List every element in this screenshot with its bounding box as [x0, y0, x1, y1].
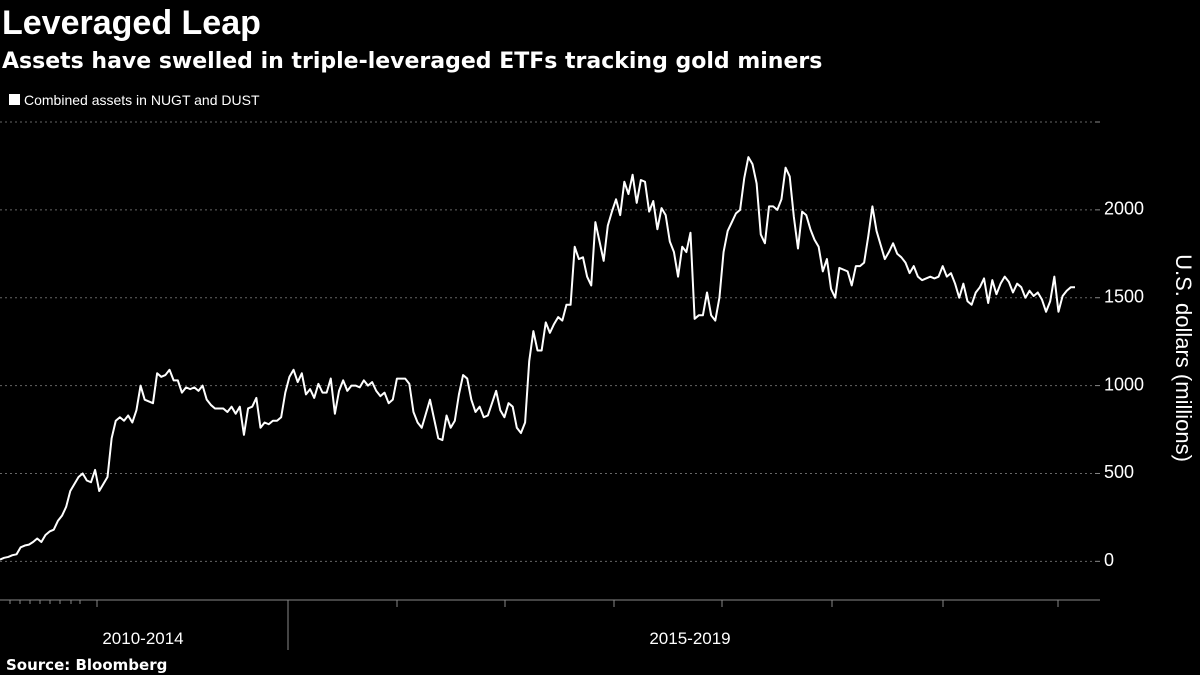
data-line	[0, 156, 1075, 561]
x-group-label: 2010-2014	[102, 629, 183, 648]
chart-title: Leveraged Leap	[2, 4, 261, 42]
y-tick-label: 500	[1104, 462, 1134, 482]
y-tick-label: 1000	[1104, 374, 1144, 394]
chart-subtitle: Assets have swelled in triple-leveraged …	[2, 49, 822, 74]
x-axis-ticks	[9, 600, 1059, 607]
y-axis-label: U.S. dollars (millions)	[1171, 254, 1196, 462]
legend-swatch	[9, 94, 20, 105]
legend-label: Combined assets in NUGT and DUST	[24, 92, 260, 108]
y-tick-label: 0	[1104, 550, 1114, 570]
source: Source: Bloomberg	[6, 656, 167, 674]
y-tick-label: 1500	[1104, 286, 1144, 306]
x-group-label: 2015-2019	[649, 629, 730, 648]
y-tick-label: 2000	[1104, 199, 1144, 219]
